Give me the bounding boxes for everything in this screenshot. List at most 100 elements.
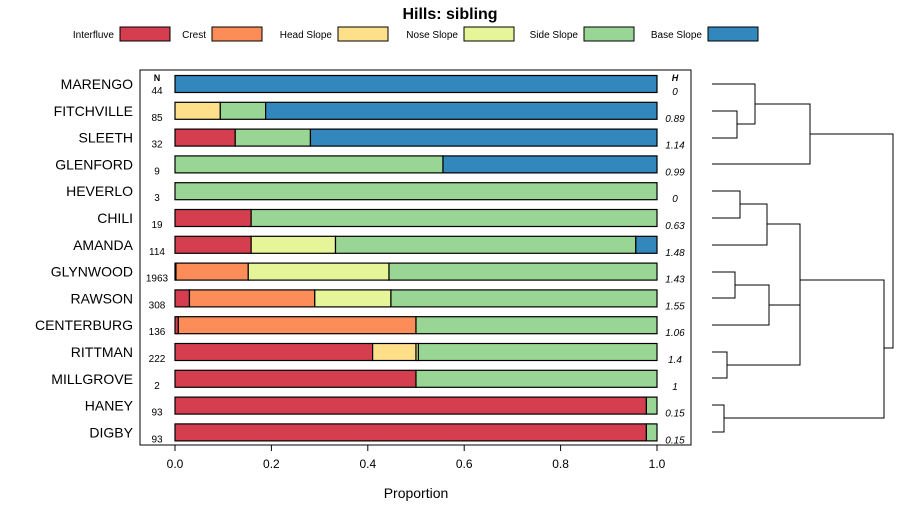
legend-swatch [337, 26, 389, 42]
x-tick-label: 0.6 [456, 457, 473, 471]
n-value: 93 [151, 408, 163, 419]
bar-segment [174, 396, 647, 415]
dendrogram-branch [712, 284, 770, 326]
bar-segment [219, 101, 267, 120]
n-value: 19 [151, 220, 163, 231]
legend-label: Side Slope [530, 30, 579, 41]
x-tick-label: 0.2 [263, 457, 280, 471]
bar-segment [250, 208, 658, 228]
bar-segment [635, 235, 658, 254]
row-label: MARENGO [61, 76, 133, 92]
n-value: 2 [154, 381, 160, 392]
h-value: 1.43 [665, 275, 685, 286]
row-label: RAWSON [71, 290, 133, 306]
bar-segment [334, 235, 637, 254]
bar-segment [417, 342, 658, 362]
row-label: AMANDA [73, 237, 134, 253]
n-value: 9 [154, 166, 160, 177]
n-value: 136 [149, 327, 166, 338]
row-label: HEVERLO [66, 183, 133, 199]
dendrogram [712, 83, 894, 433]
bar-segment [188, 289, 316, 308]
bar-segment [234, 128, 312, 147]
bar-segment [177, 316, 417, 335]
row-label: MILLGROVE [51, 371, 133, 387]
dendrogram-branch [712, 351, 728, 379]
bar-segment [175, 262, 249, 281]
legend-swatch [211, 26, 263, 42]
h-value: 1.4 [668, 355, 682, 366]
bar-segment [645, 396, 658, 415]
legend-label: Nose Slope [406, 30, 458, 41]
legend-label: Crest [182, 30, 206, 41]
bar-segment [174, 128, 236, 147]
n-value: 1963 [146, 274, 169, 285]
chart-title: Hills: sibling [402, 6, 497, 23]
n-value: 32 [151, 140, 163, 151]
h-value: 0.99 [665, 167, 685, 178]
legend-label: Head Slope [280, 30, 333, 41]
h-value: 1.48 [665, 248, 685, 259]
bar-segment [645, 423, 658, 442]
n-column-header: N [154, 73, 161, 83]
row-label: FITCHVILLE [54, 103, 133, 119]
h-value: 0.89 [665, 114, 685, 125]
h-value: 0 [672, 87, 678, 98]
bar-segment [309, 128, 658, 147]
dendrogram-branch [724, 279, 885, 419]
bar-segment [247, 262, 390, 281]
dendrogram-branch [712, 404, 725, 433]
bar-segment [174, 289, 191, 308]
row-label: GLYNWOOD [51, 264, 133, 280]
bar-segment [372, 342, 417, 362]
bar-segment [174, 208, 252, 228]
dendrogram-branch [712, 110, 738, 139]
bar-segment [174, 369, 417, 388]
h-value: 0.15 [665, 409, 685, 420]
dendrogram-branch [810, 133, 894, 349]
h-value: 1.06 [665, 328, 685, 339]
dendrogram-branch [712, 103, 811, 165]
n-value: 222 [149, 354, 166, 365]
row-label: GLENFORD [55, 156, 133, 172]
x-tick-label: 0.0 [167, 457, 184, 471]
n-value: 3 [154, 193, 160, 204]
bar-segment [415, 369, 658, 388]
legend-swatch [707, 26, 759, 42]
n-value: 93 [151, 434, 163, 445]
bar-segment [174, 182, 658, 201]
row-label: DIGBY [89, 424, 133, 440]
x-tick-label: 0.8 [552, 457, 569, 471]
legend: Interfluve Crest Head Slope Nose Slope Side … [73, 26, 759, 42]
bar-segment [390, 289, 658, 308]
bar-segment [174, 74, 658, 94]
legend-swatch [463, 26, 515, 42]
bar-segment [250, 235, 337, 254]
bar-segment [174, 235, 252, 254]
row-label: CHILI [97, 210, 133, 226]
legend-swatch [119, 26, 171, 42]
legend-label: Interfluve [73, 30, 115, 41]
bar-segment [174, 155, 444, 174]
bar-segment [174, 101, 221, 120]
n-value: 308 [149, 300, 166, 311]
h-value: 1 [672, 382, 678, 393]
h-value: 1.14 [665, 141, 685, 152]
row-label: HANEY [85, 398, 134, 414]
h-value: 0.63 [665, 221, 685, 232]
x-tick-label: 1.0 [649, 457, 666, 471]
bar-segment [415, 316, 658, 335]
bar-segment [174, 342, 374, 362]
legend-label: Base Slope [651, 30, 703, 41]
h-column-header: H [672, 73, 679, 83]
x-axis: 0.0 0.2 0.4 0.6 0.8 1.0 [167, 445, 666, 471]
legend-swatch [583, 26, 635, 42]
n-value: 114 [149, 247, 165, 258]
row-label: CENTERBURG [35, 317, 133, 333]
dendrogram-branch [712, 190, 741, 219]
n-value: 44 [151, 86, 163, 97]
x-axis-label: Proportion [384, 485, 449, 501]
dendrogram-branch [712, 83, 756, 125]
